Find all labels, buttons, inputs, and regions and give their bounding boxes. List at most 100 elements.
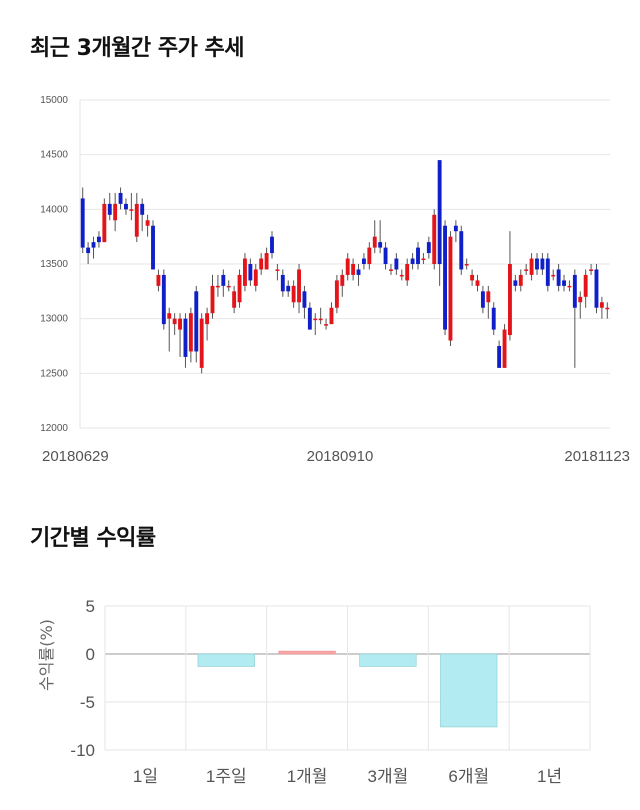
candle-body <box>86 247 91 254</box>
candle-body <box>410 258 415 264</box>
candle-body <box>480 291 485 308</box>
candle-body <box>237 274 242 303</box>
return-x-tick-label: 1주일 <box>206 767 247 786</box>
candle-body <box>535 258 539 270</box>
price-trend-title: 최근 3개월간 주가 추세 <box>30 36 244 61</box>
candle-body <box>540 258 545 270</box>
candle-body <box>161 274 166 325</box>
candle-body <box>107 203 112 215</box>
candle-body <box>551 274 556 277</box>
candle-body <box>513 280 518 286</box>
candle-body <box>297 269 301 303</box>
price-y-tick-label: 13500 <box>40 259 68 270</box>
candle-body <box>248 264 253 281</box>
candle-body <box>399 274 404 277</box>
candle-body <box>405 264 410 281</box>
price-chart-candles <box>80 160 610 374</box>
candle-body <box>91 242 96 248</box>
candle-body <box>448 236 453 341</box>
candle-body <box>545 258 550 286</box>
candle-body <box>324 324 329 326</box>
candle-body <box>572 274 577 308</box>
candle-body <box>508 264 512 336</box>
candle-body <box>221 274 226 286</box>
candle-body <box>291 285 296 303</box>
candle-body <box>383 247 388 264</box>
candle-body <box>361 258 366 264</box>
return-bar <box>197 653 255 667</box>
candle-body <box>459 231 464 270</box>
return-y-tick-label: 5 <box>86 597 95 616</box>
candle-body <box>453 225 458 232</box>
return-bar <box>440 653 498 728</box>
price-candlestick-chart: 12000 12500 13000 13500 14000 14500 15000 2018… <box>40 95 630 465</box>
price-chart-x-ticks: 20180629 20180910 20181123 <box>42 448 630 465</box>
candle-body <box>432 214 437 264</box>
return-x-tick-label: 6개월 <box>448 767 489 786</box>
price-x-tick-label: 20180629 <box>42 448 109 465</box>
price-y-tick-label: 13000 <box>40 314 68 325</box>
candle-body <box>486 291 491 303</box>
candle-body <box>270 236 274 254</box>
return-x-tick-label: 3개월 <box>368 767 409 786</box>
candle-body <box>313 318 318 321</box>
return-chart-gridlines <box>104 605 591 751</box>
price-y-tick-label: 12000 <box>40 423 68 434</box>
candle-body <box>151 225 155 270</box>
candle-body <box>243 258 247 286</box>
candle-body <box>470 274 475 281</box>
period-return-bar-chart: 5 0 -5 -10 1일 1주일 1개월 3개월 6개월 1년 수익률(%) <box>37 597 591 786</box>
candle-body <box>118 192 123 204</box>
candle-body <box>318 318 323 321</box>
candle-body <box>80 198 85 248</box>
candle-body <box>280 274 285 292</box>
price-y-tick-label: 14000 <box>40 204 68 215</box>
candle-body <box>178 318 182 330</box>
candle-body <box>524 269 529 271</box>
return-chart-x-ticks: 1일 1주일 1개월 3개월 6개월 1년 <box>133 767 562 786</box>
return-x-tick-label: 1개월 <box>287 767 328 786</box>
candle-body <box>497 346 502 368</box>
return-chart-y-ticks: 5 0 -5 -10 <box>70 597 95 760</box>
candle-body <box>475 280 480 286</box>
candle-body <box>226 285 231 288</box>
return-chart-y-axis-label: 수익률(%) <box>37 619 56 691</box>
candle-body <box>286 285 291 292</box>
return-x-tick-label: 1일 <box>133 767 158 786</box>
return-y-tick-label: -5 <box>80 693 95 712</box>
candle-body <box>302 291 307 308</box>
return-chart-bars <box>197 650 498 728</box>
candle-body <box>443 225 447 330</box>
candle-body <box>351 264 356 275</box>
candle-body <box>194 291 199 352</box>
candle-body <box>205 313 210 325</box>
candle-body <box>307 307 312 330</box>
candle-body <box>372 236 377 248</box>
return-bar <box>278 650 336 655</box>
candle-body <box>156 274 161 286</box>
return-y-tick-label: -10 <box>70 741 95 760</box>
candle-body <box>253 269 258 286</box>
candle-body <box>140 203 145 215</box>
candle-body <box>259 258 264 270</box>
candle-body <box>134 203 139 237</box>
candle-body <box>340 274 345 286</box>
candle-body <box>589 269 594 271</box>
candle-body <box>437 160 442 264</box>
candle-body <box>345 258 350 275</box>
candle-body <box>416 247 420 264</box>
candle-body <box>172 318 177 325</box>
candle-body <box>129 209 134 211</box>
candle-body <box>113 203 118 221</box>
candle-body <box>421 258 426 261</box>
candle-body <box>394 258 399 270</box>
candle-body <box>199 318 204 368</box>
candle-body <box>232 291 237 308</box>
candle-body <box>502 329 507 368</box>
candle-body <box>599 302 604 308</box>
candle-body <box>578 296 583 303</box>
candle-body <box>275 269 280 271</box>
candle-body <box>389 269 393 271</box>
candle-body <box>356 269 361 275</box>
return-bar <box>359 653 417 667</box>
